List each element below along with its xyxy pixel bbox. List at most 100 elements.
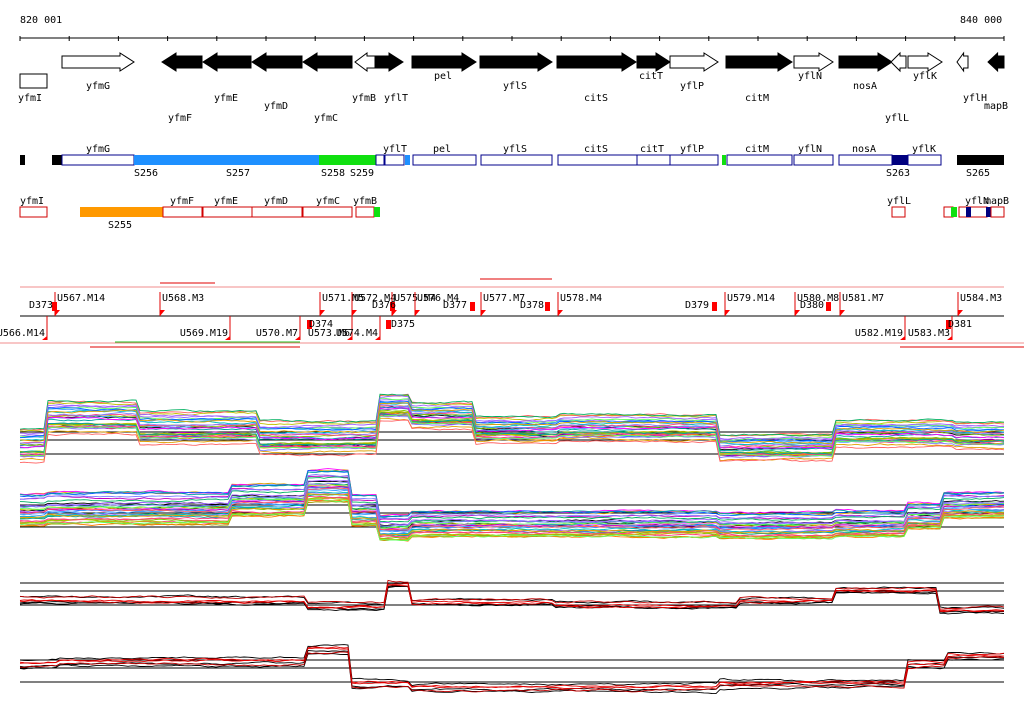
low-label-yfmD: yfmD	[264, 196, 288, 207]
mid-label-pel: pel	[433, 144, 451, 155]
expression-profile-line	[19, 415, 1005, 459]
expression-profile-line	[19, 487, 1005, 531]
gene-annotation-row: yfmI yfmG yfmF yfmE yfmD yfmC yfmB yflT pel yflS c…	[18, 51, 1008, 124]
upper-unit-marker	[795, 310, 800, 316]
mid-label-nosA: nosA	[852, 144, 876, 155]
upper-unit-label: U571.M5	[322, 293, 364, 304]
segment-box-yflS	[480, 154, 553, 166]
upper-unit-label: U567.M14	[57, 293, 105, 304]
segment-box-yflK	[907, 154, 942, 166]
gene-label-yflK: yflK	[913, 71, 937, 82]
low-label-yflN: yflN	[965, 196, 989, 207]
expression-profile-line	[19, 496, 1004, 538]
segment-blue-small	[405, 155, 410, 165]
low-label-mapB: mapB	[985, 196, 1009, 207]
upper-unit-marker	[481, 310, 486, 316]
gene-arrow-yfmG	[61, 52, 135, 72]
expression-panel-3	[19, 579, 1005, 615]
gene-arrow-yflK	[907, 52, 943, 72]
low-label-yflL: yflL	[887, 196, 911, 207]
low-box-yflN	[958, 206, 988, 218]
low-box-mapB	[990, 206, 1005, 218]
mid-label-citT: citT	[640, 144, 664, 155]
expression-profile-line	[19, 483, 1005, 528]
expression-profile-line	[19, 407, 1005, 449]
expression-profile-line	[19, 651, 1005, 693]
low-green-b	[951, 207, 957, 217]
gene-arrow-citS	[556, 52, 637, 72]
expression-profile-line	[19, 644, 1005, 687]
expression-profile-line	[19, 495, 1005, 538]
gene-arrow-yfmD	[251, 52, 303, 72]
segment-S265	[957, 155, 1004, 165]
gene-label-citT: citT	[639, 71, 663, 82]
segment-box-yflN	[793, 154, 834, 166]
gene-arrow-yflP	[669, 52, 719, 72]
segment-label-S259: S259	[350, 168, 374, 179]
expression-profile-line	[19, 476, 1005, 523]
upper-unit-label: U580.M8	[797, 293, 839, 304]
low-box-yfmD	[251, 206, 303, 218]
lower-unit-marker	[347, 336, 352, 340]
low-box-yfmC	[302, 206, 353, 218]
segment-box-citT	[636, 154, 671, 166]
mid-label-citM: citM	[745, 144, 769, 155]
expression-profile-line	[19, 650, 1005, 692]
low-box-yfmB	[355, 206, 375, 218]
gene-label-yflL: yflL	[885, 113, 909, 124]
upper-unit-label: U572.M4	[354, 293, 396, 304]
low-navy-b	[986, 207, 991, 217]
segment-black-small	[52, 155, 62, 165]
segment-box-yflT-a	[375, 154, 385, 166]
lower-unit-label: U574.M4	[336, 328, 378, 339]
mid-label-yflP: yflP	[680, 144, 704, 155]
upper-unit-marker	[160, 310, 165, 316]
expression-profile-line	[19, 417, 1005, 461]
gene-arrow-yfmC	[302, 52, 353, 72]
segment-S258-S259	[319, 155, 376, 165]
expression-profile-line	[19, 402, 1005, 445]
gene-label-yfmC: yfmC	[314, 113, 338, 124]
gene-arrow-yfmB	[354, 52, 376, 72]
lower-unit-label: U566.M14	[0, 328, 45, 339]
upper-unit-marker	[55, 310, 60, 316]
d-marker	[826, 302, 831, 311]
low-label-yfmB: yfmB	[353, 196, 377, 207]
gene-arrow-yflT	[374, 52, 404, 72]
segment-box-nosA	[838, 154, 893, 166]
gene-arrow-yfmE	[202, 52, 252, 72]
expression-profile-line	[19, 493, 1005, 536]
expression-profile-line	[19, 470, 1005, 518]
expression-profile-line	[20, 407, 1005, 452]
segment-label-S258: S258	[321, 168, 345, 179]
expression-profile-line	[19, 474, 1005, 520]
low-box-yflL	[891, 206, 906, 218]
gene-arrow-yflN	[793, 52, 834, 72]
upper-unit-label: U568.M3	[162, 293, 204, 304]
gene-arrow-nosA	[838, 52, 893, 72]
upper-unit-label: U576.M4	[417, 293, 459, 304]
upper-unit-marker	[415, 310, 420, 316]
lower-unit-label: U569.M19	[180, 328, 228, 339]
gene-arrow-citM	[725, 52, 793, 72]
gene-label-nosA: nosA	[853, 81, 877, 92]
gene-label-yfmI: yfmI	[18, 93, 42, 104]
expression-profile-line	[19, 406, 1005, 449]
d-label-D380: D380	[800, 300, 824, 311]
upper-unit-label: U581.M7	[842, 293, 884, 304]
expression-profile-line	[19, 393, 1005, 437]
d-label-D375: D375	[391, 319, 415, 330]
d-label-D379: D379	[685, 300, 709, 311]
segment-S263	[892, 155, 908, 165]
expression-profile-line	[19, 414, 1005, 458]
expression-profile-line	[19, 419, 1005, 464]
gene-label-yflN: yflN	[798, 71, 822, 82]
segment-label-S256: S256	[134, 168, 158, 179]
lower-unit-label: U583.M3	[908, 328, 950, 339]
lower-unit-marker	[295, 336, 300, 340]
low-label-yfmF: yfmF	[170, 196, 194, 207]
gene-label-yfmD: yfmD	[264, 101, 288, 112]
expression-panel-2	[19, 468, 1005, 542]
segment-label-S265: S265	[966, 168, 990, 179]
